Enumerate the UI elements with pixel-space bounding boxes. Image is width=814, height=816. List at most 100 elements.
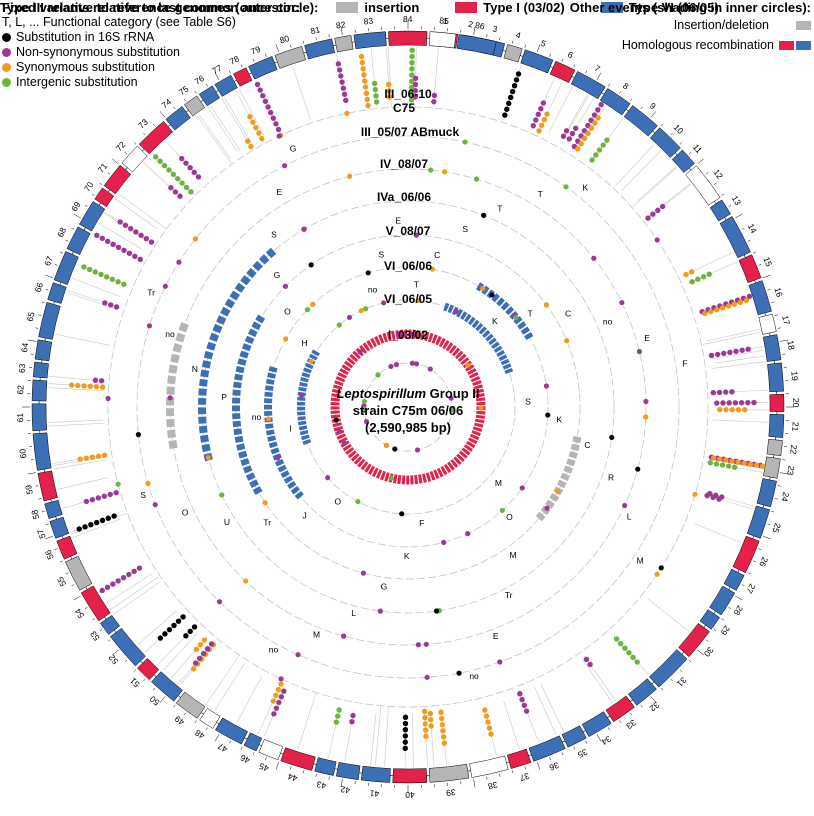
segment-number: 47	[216, 741, 229, 754]
variant-dot	[409, 72, 415, 78]
variant-dot	[735, 459, 741, 465]
segment-number: 84	[403, 14, 413, 24]
outer-tick	[473, 26, 476, 35]
recombination-block	[264, 398, 273, 404]
variant-dot	[402, 739, 409, 745]
center-genome-size: (2,590,985 bp)	[365, 420, 451, 435]
segment-number: 12	[711, 167, 725, 181]
recombination-block	[301, 372, 311, 378]
segment-number: 54	[73, 607, 87, 621]
outer-tick	[549, 53, 551, 57]
variant-dot	[304, 307, 311, 313]
ring-label-III_05-07-ABmuck: III_05/07 ABmuck	[361, 125, 460, 139]
variant-dot	[619, 299, 625, 306]
segment-number: 30	[702, 645, 716, 659]
variant-line	[57, 477, 108, 490]
variant-dot	[341, 440, 348, 446]
strain-ring	[136, 135, 680, 679]
outer-tick	[561, 752, 564, 756]
category-letter: E	[276, 187, 282, 197]
variant-dot	[197, 641, 204, 648]
variant-dot	[101, 493, 107, 499]
variant-dot	[410, 331, 416, 337]
legend-item-label: Type VI (06/05)	[628, 0, 719, 15]
variant-dot	[257, 87, 263, 93]
recombination-block	[178, 322, 189, 333]
variant-dot	[538, 105, 544, 112]
variant-dot	[409, 59, 415, 66]
variant-dot	[530, 122, 536, 129]
outer-segment	[767, 362, 784, 393]
recombination-block	[167, 429, 176, 439]
segment-number: 82	[335, 19, 346, 31]
variant-dot	[167, 395, 173, 401]
segment-number: 64	[19, 342, 30, 353]
category-letter: J	[303, 510, 307, 520]
recombination-block	[568, 451, 578, 459]
variant-dot	[247, 114, 253, 120]
variant-dot	[572, 125, 579, 131]
outer-tick	[705, 172, 709, 175]
variant-dot	[643, 414, 649, 420]
outer-tick	[214, 72, 220, 80]
outer-tick	[735, 213, 743, 219]
recombination-block	[244, 335, 255, 345]
variant-dot	[543, 383, 550, 389]
outer-tick	[650, 111, 657, 118]
variant-dot	[187, 165, 193, 171]
variant-dot	[613, 636, 620, 642]
variant-dot	[193, 646, 199, 653]
variant-dot	[634, 659, 640, 665]
legend-item-intergenic: Intergenic substitution	[2, 75, 300, 90]
variant-dot	[409, 47, 415, 53]
outer-segment	[766, 439, 783, 457]
variant-dot	[295, 652, 301, 658]
recombination-block	[170, 353, 180, 364]
outer-tick	[59, 251, 63, 254]
variant-dot	[622, 502, 628, 509]
segment-number: 13	[730, 194, 744, 208]
outer-segment	[94, 187, 115, 208]
variant-dot	[478, 405, 484, 411]
variant-line	[207, 107, 238, 152]
recombination-block	[236, 443, 246, 451]
recombination-block	[175, 332, 186, 343]
variant-line	[196, 115, 232, 164]
outer-segment	[678, 622, 710, 658]
variant-dot	[482, 707, 488, 713]
recombination-block	[212, 323, 223, 334]
outer-tick	[183, 712, 187, 716]
variant-line	[198, 113, 231, 159]
variant-dot	[465, 531, 471, 537]
outer-segment	[506, 748, 532, 769]
outer-tick	[771, 301, 775, 304]
segment-number: 18	[785, 340, 796, 351]
variant-dot	[635, 466, 641, 472]
category-letter: F	[682, 358, 687, 368]
outer-tick	[302, 770, 305, 774]
outer-tick	[107, 172, 111, 175]
variant-dot	[336, 428, 342, 434]
outer-tick	[747, 239, 751, 242]
variant-dot	[485, 719, 491, 725]
recombination-block	[447, 304, 455, 314]
variant-line	[48, 422, 104, 427]
variant-line	[55, 333, 110, 346]
recombination-block	[166, 418, 175, 428]
variant-dot	[281, 688, 287, 694]
segment-number: 24	[779, 491, 791, 503]
segment-number: 25	[770, 522, 783, 534]
outer-tick	[735, 595, 743, 601]
variant-dot	[423, 641, 429, 647]
recombination-block	[274, 459, 285, 467]
category-letter: R	[608, 472, 614, 482]
category-letter: S	[525, 396, 531, 406]
variant-dot	[120, 575, 127, 581]
variant-dot	[746, 293, 753, 300]
variant-dot	[385, 81, 392, 88]
variant-dot	[275, 126, 282, 133]
variant-dot	[179, 155, 185, 162]
outer-tick	[524, 44, 526, 48]
recombination-block	[166, 408, 175, 417]
